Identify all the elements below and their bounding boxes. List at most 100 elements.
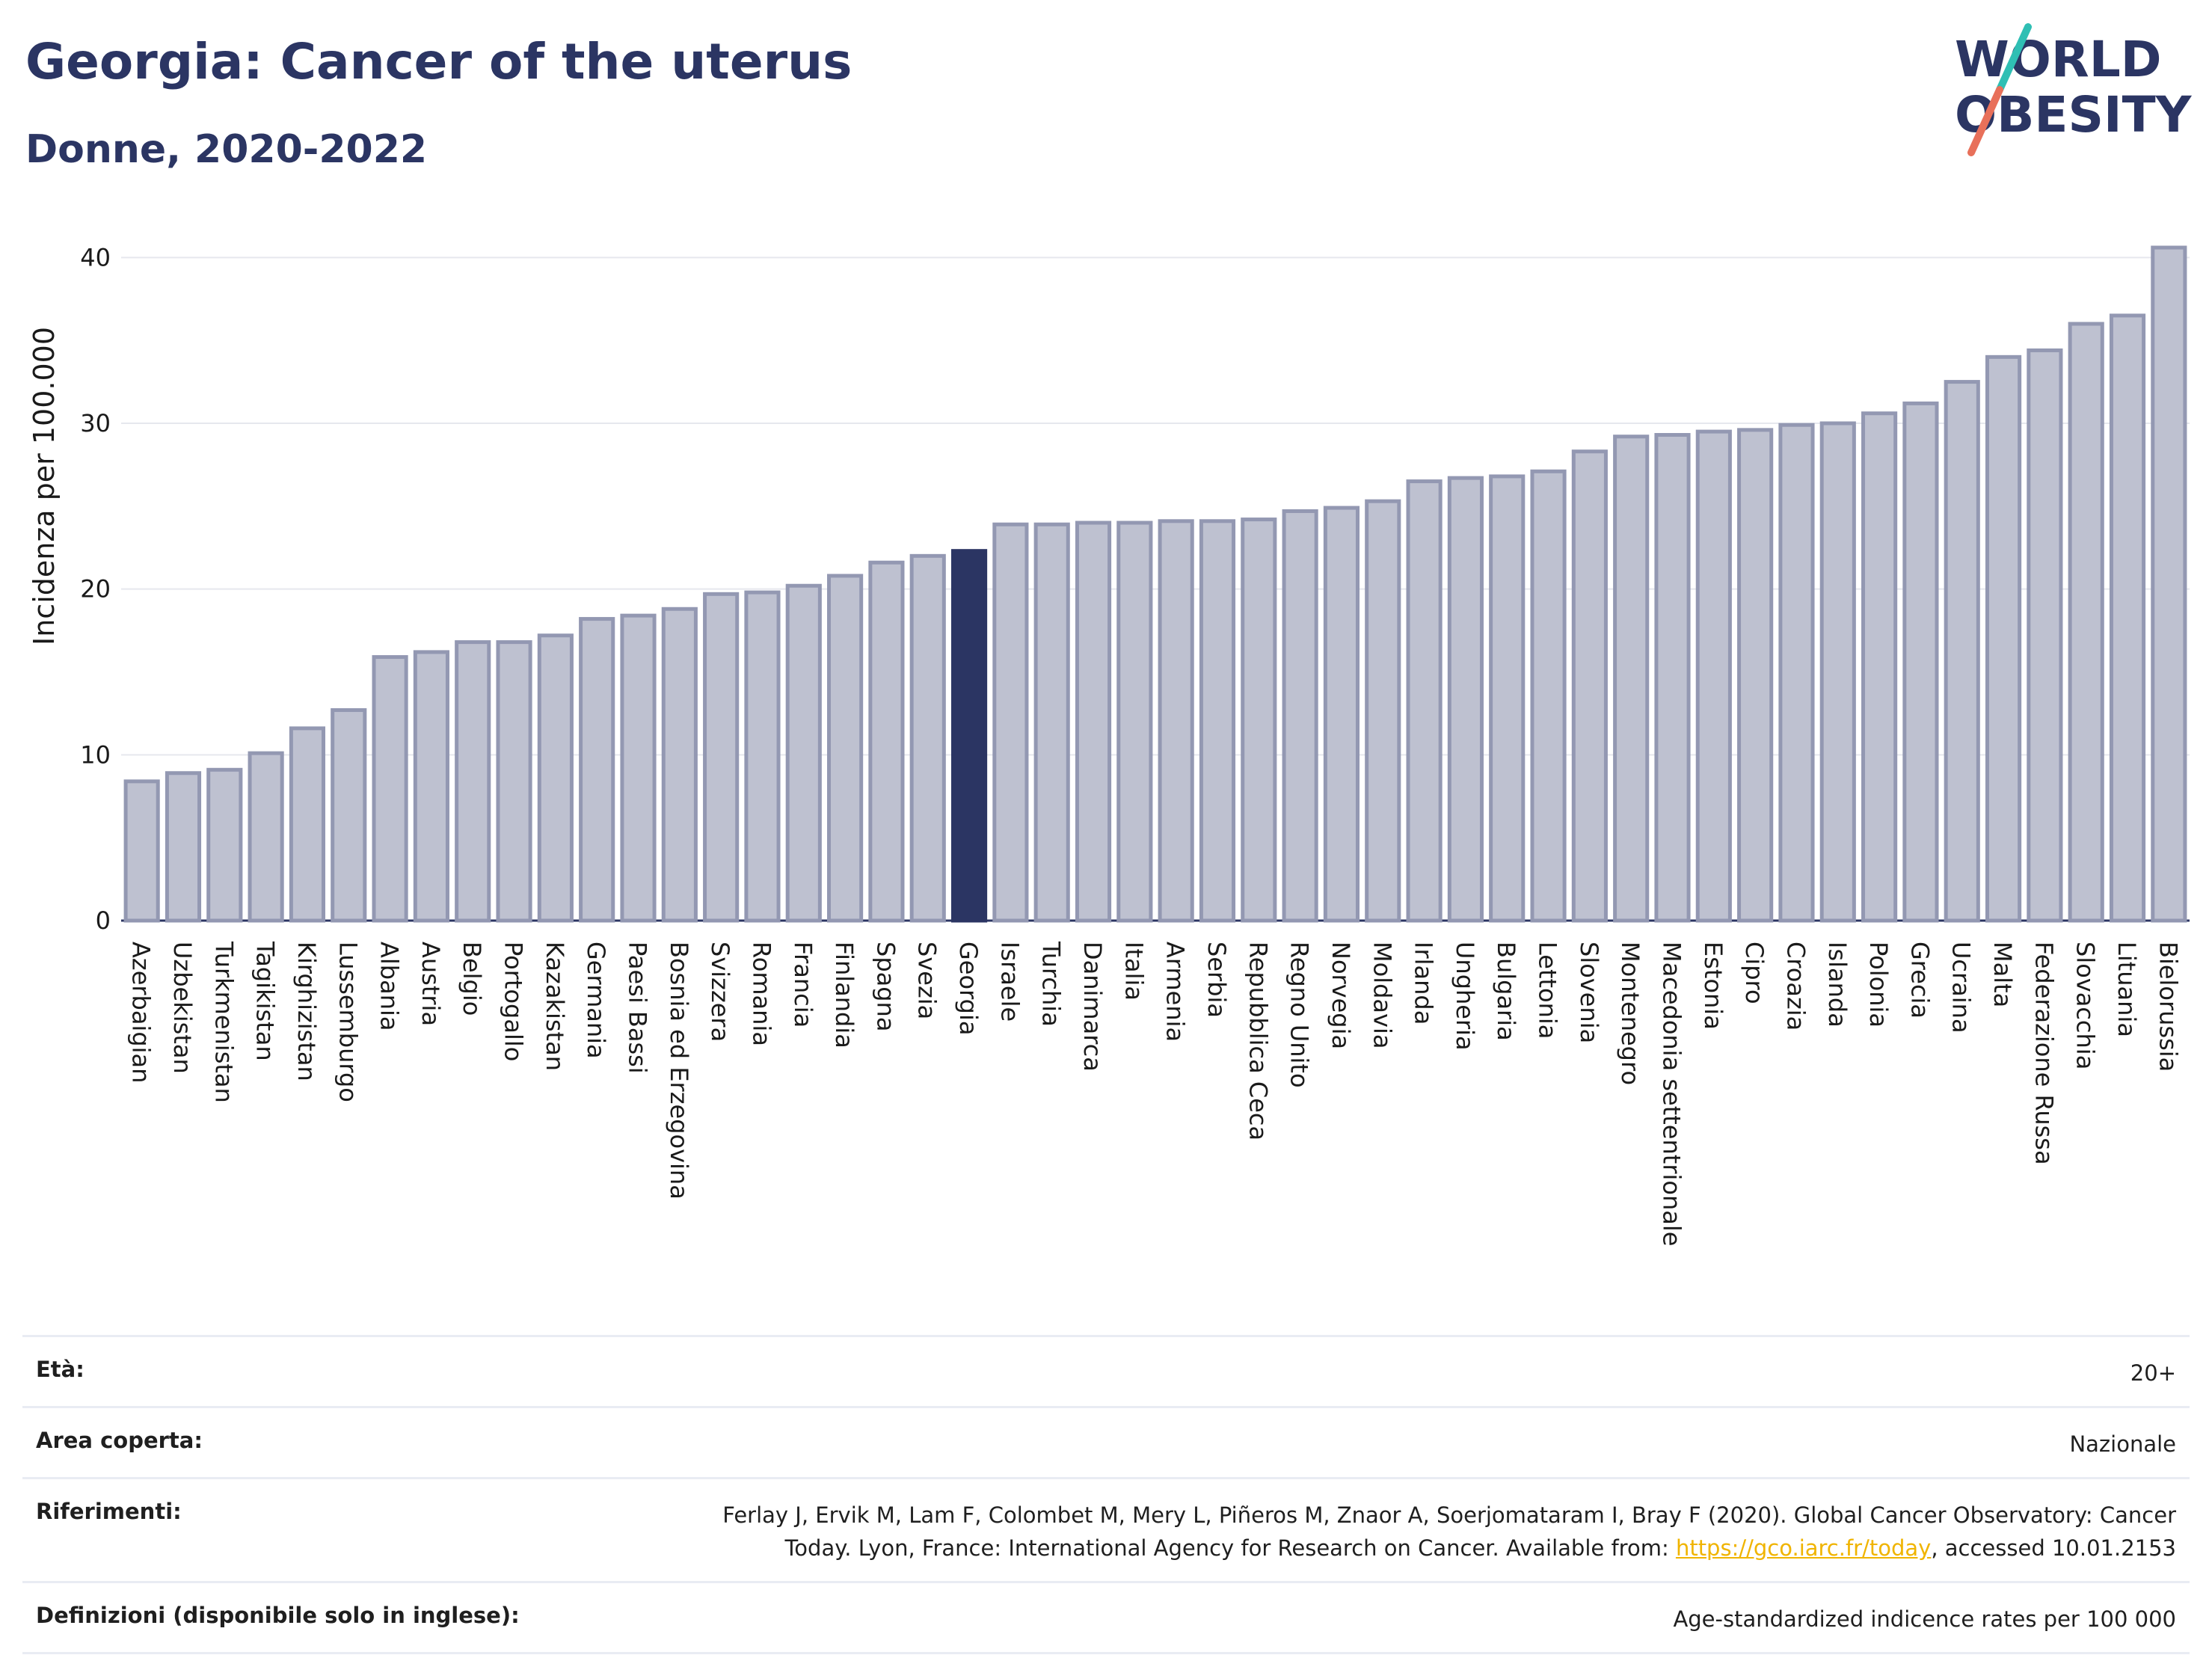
x-tick-label: Lettonia <box>1534 942 1562 1039</box>
bar-ungheria <box>1447 476 1484 923</box>
bar-croazia <box>1778 423 1815 923</box>
x-tick-label: Federazione Russa <box>2030 942 2058 1165</box>
x-tick-label: Uzbekistan <box>168 942 197 1074</box>
x-tick-label: Slovenia <box>1575 942 1603 1043</box>
bar-moldavia <box>1365 499 1401 923</box>
x-tick-label: Turkmenistan <box>209 941 238 1103</box>
x-tick-label: Bosnia ed Erzegovina <box>665 942 693 1200</box>
info-value-age: 20+ <box>2130 1360 2176 1386</box>
x-tick-label: Serbia <box>1202 942 1231 1018</box>
bar-bosnia-ed-erzegovina <box>661 607 698 923</box>
info-row-age: Età: 20+ <box>22 1335 2190 1406</box>
bar-montenegro <box>1613 435 1650 923</box>
bar-islanda <box>1819 421 1856 923</box>
chart-subtitle: Donne, 2020-2022 <box>25 127 428 172</box>
bar-svezia <box>909 553 946 923</box>
x-tick-label: Lussemburgo <box>334 942 362 1102</box>
info-table: Età: 20+ Area coperta: Nazionale Riferim… <box>22 1335 2190 1654</box>
x-tick-label: Finlandia <box>830 942 858 1048</box>
x-tick-label: Danimarca <box>1078 942 1107 1072</box>
bar-albania <box>372 655 408 923</box>
x-tick-label: Kazakistan <box>541 942 569 1071</box>
x-tick-label: Montenegro <box>1616 942 1644 1085</box>
bar-turkmenistan <box>206 767 243 923</box>
x-tick-label: Repubblica Ceca <box>1244 942 1272 1140</box>
x-tick-label: Regno Unito <box>1285 942 1314 1088</box>
bar-irlanda <box>1406 479 1443 923</box>
y-axis-title: Incidenza per 100.000 <box>28 327 61 645</box>
bar-svizzera <box>703 592 740 923</box>
bar-polonia <box>1861 411 1898 923</box>
x-tick-label: Albania <box>375 942 404 1031</box>
logo-slash-teal <box>1996 23 2032 93</box>
bar-azerbaigian <box>123 779 160 923</box>
bar-tagikistan <box>248 751 284 923</box>
info-value-definitions: Age-standardized indicence rates per 100… <box>1673 1606 2176 1632</box>
world-obesity-logo: WORLD OBESITY <box>1955 23 2193 156</box>
x-tick-label: Moldavia <box>1368 942 1396 1048</box>
x-tick-label: Germania <box>582 942 610 1059</box>
bar-cipro <box>1737 428 1774 923</box>
x-tick-label: Lituania <box>2113 942 2141 1037</box>
bar-paesi-bassi <box>620 613 657 923</box>
y-tick-label: 40 <box>80 243 111 271</box>
bar-lituania <box>2109 313 2146 923</box>
logo-slash-coral <box>1967 86 2003 156</box>
x-tick-label: Svezia <box>913 942 941 1019</box>
info-label-age: Età: <box>36 1357 85 1382</box>
bar-georgia <box>950 549 988 923</box>
x-tick-label: Bielorussia <box>2154 942 2182 1072</box>
x-tick-label: Ungheria <box>1451 942 1479 1051</box>
x-tick-label: Armenia <box>1161 942 1190 1042</box>
bar-repubblica-ceca <box>1241 518 1277 923</box>
x-tick-label: Svizzera <box>706 942 734 1042</box>
x-tick-label: Spagna <box>871 942 900 1031</box>
x-tick-label: Azerbaigian <box>127 942 156 1083</box>
bar-belgio <box>455 640 491 923</box>
x-tick-label: Francia <box>789 942 817 1028</box>
x-tick-label: Islanda <box>1823 942 1852 1028</box>
x-tick-label: Romania <box>747 942 775 1046</box>
bar-regno-unito <box>1282 509 1318 923</box>
y-tick-label: 0 <box>96 906 111 935</box>
x-tick-label: Estonia <box>1699 942 1727 1030</box>
reference-link[interactable]: https://gco.iarc.fr/today <box>1675 1535 1932 1561</box>
x-tick-label: Bulgaria <box>1492 942 1520 1041</box>
bar-slovacchia <box>2068 322 2104 923</box>
x-tick-label: Macedonia settentrionale <box>1658 942 1686 1246</box>
bar-finlandia <box>827 574 864 923</box>
bar-macedonia-settentrionale <box>1654 433 1691 923</box>
x-tick-label: Ucraina <box>1947 942 1976 1034</box>
x-tick-label: Belgio <box>458 942 486 1016</box>
bar-bulgaria <box>1489 474 1526 923</box>
info-row-references: Riferimenti: Ferlay J, Ervik M, Lam F, C… <box>22 1477 2190 1581</box>
bar-uzbekistan <box>165 771 202 923</box>
bar-bielorussia <box>2151 245 2187 923</box>
x-axis-labels: Azerbaigian Uzbekistan Turkmenistan Tagikis… <box>127 941 2183 1246</box>
x-tick-label: Malta <box>1988 942 2017 1007</box>
bar-germania <box>579 617 615 923</box>
x-tick-label: Norvegia <box>1327 942 1355 1049</box>
logo-text-world: WORLD <box>1955 31 2162 88</box>
x-tick-label: Slovacchia <box>2071 942 2100 1069</box>
x-tick-label: Kirghizistan <box>292 942 321 1081</box>
bar-danimarca <box>1075 521 1112 923</box>
bars <box>123 245 2187 923</box>
bar-grecia <box>1902 401 1939 923</box>
x-tick-label: Grecia <box>1905 942 1934 1019</box>
x-tick-label: Austria <box>417 942 445 1026</box>
bar-serbia <box>1199 519 1236 923</box>
bar-portogallo <box>496 640 532 923</box>
info-value-area: Nazionale <box>2069 1431 2176 1457</box>
bar-slovenia <box>1571 449 1608 923</box>
info-row-area: Area coperta: Nazionale <box>22 1406 2190 1477</box>
y-tick-label: 30 <box>80 409 111 437</box>
x-tick-label: Cipro <box>1740 942 1769 1004</box>
bar-lussemburgo <box>331 707 367 923</box>
x-tick-label: Israele <box>995 942 1024 1022</box>
info-value-references: Ferlay J, Ervik M, Lam F, Colombet M, Me… <box>722 1499 2176 1565</box>
bar-francia <box>785 583 822 923</box>
info-label-area: Area coperta: <box>36 1428 203 1453</box>
y-tick-label: 10 <box>80 740 111 769</box>
x-tick-label: Portogallo <box>500 942 528 1061</box>
